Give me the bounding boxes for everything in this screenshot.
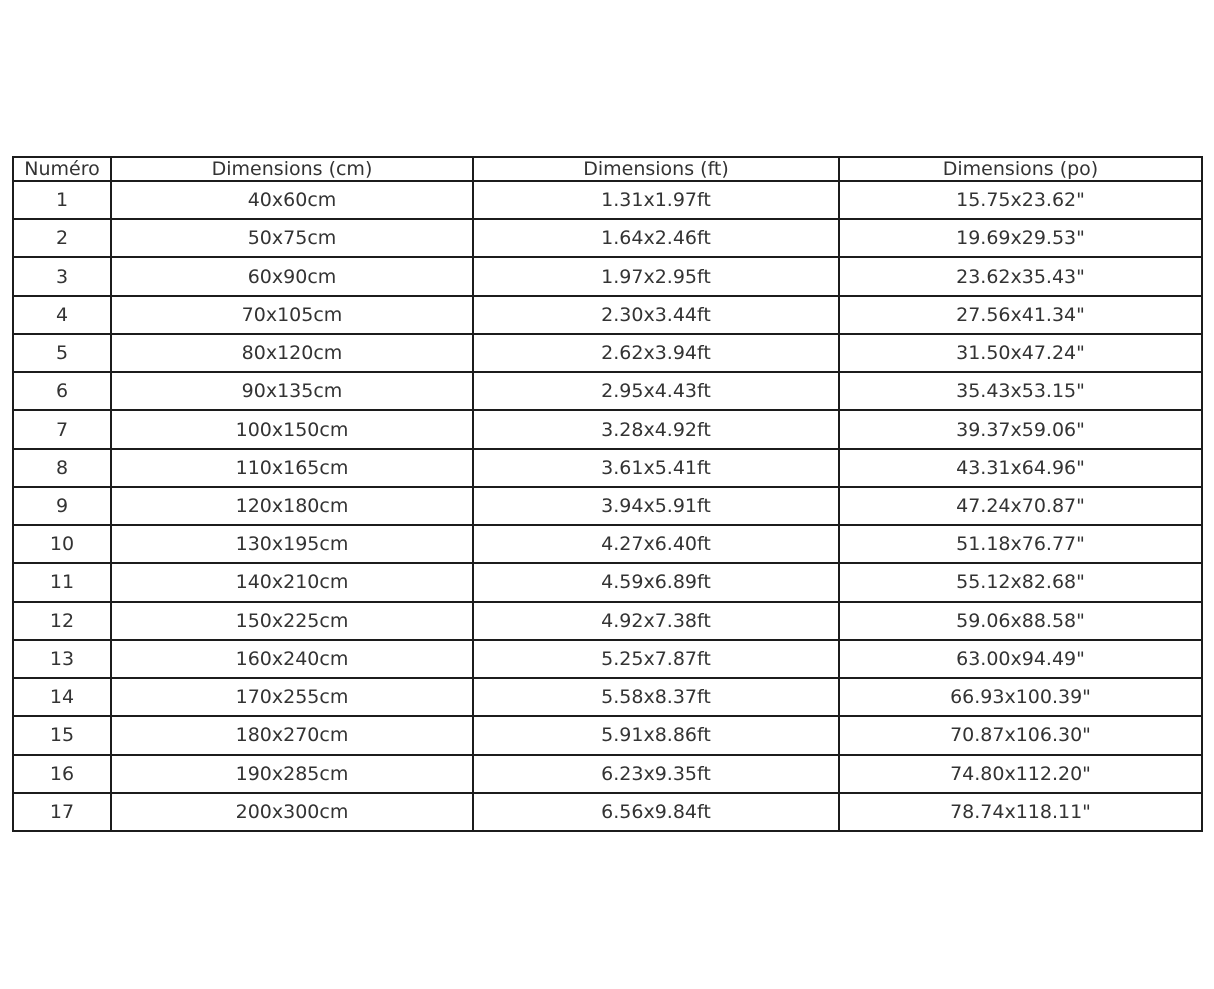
cell-dimensions-po: 70.87x106.30" bbox=[838, 715, 1203, 756]
cell-dimensions-cm: 110x165cm bbox=[110, 447, 474, 488]
table-row: 2 50x75cm 1.64x2.46ft 19.69x29.53" bbox=[12, 218, 1203, 259]
table-row: 10 130x195cm 4.27x6.40ft 51.18x76.77" bbox=[12, 524, 1203, 565]
cell-dimensions-po: 31.50x47.24" bbox=[838, 332, 1203, 374]
cell-numero: 3 bbox=[12, 256, 112, 297]
cell-dimensions-cm: 190x285cm bbox=[110, 753, 474, 794]
cell-numero: 4 bbox=[12, 294, 112, 335]
cell-dimensions-cm: 180x270cm bbox=[110, 715, 474, 756]
cell-dimensions-cm: 50x75cm bbox=[110, 218, 474, 259]
cell-numero: 2 bbox=[12, 218, 112, 259]
cell-dimensions-cm: 60x90cm bbox=[110, 256, 474, 297]
cell-dimensions-po: 66.93x100.39" bbox=[838, 677, 1203, 718]
table-row: 8 110x165cm 3.61x5.41ft 43.31x64.96" bbox=[12, 447, 1203, 488]
cell-dimensions-po: 39.37x59.06" bbox=[838, 409, 1203, 450]
cell-numero: 16 bbox=[12, 753, 112, 794]
cell-dimensions-cm: 80x120cm bbox=[110, 332, 474, 374]
cell-dimensions-ft: 3.61x5.41ft bbox=[472, 447, 840, 488]
cell-dimensions-po: 74.80x112.20" bbox=[838, 753, 1203, 794]
header-row: Numéro Dimensions (cm) Dimensions (ft) D… bbox=[12, 156, 1203, 182]
column-header-dimensions-cm: Dimensions (cm) bbox=[110, 156, 474, 182]
cell-dimensions-cm: 170x255cm bbox=[110, 677, 474, 718]
cell-dimensions-po: 78.74x118.11" bbox=[838, 791, 1203, 833]
table-row: 5 80x120cm 2.62x3.94ft 31.50x47.24" bbox=[12, 332, 1203, 374]
cell-dimensions-ft: 1.31x1.97ft bbox=[472, 179, 840, 221]
cell-numero: 1 bbox=[12, 179, 112, 221]
cell-numero: 17 bbox=[12, 791, 112, 833]
cell-numero: 9 bbox=[12, 485, 112, 527]
cell-dimensions-ft: 2.62x3.94ft bbox=[472, 332, 840, 374]
cell-dimensions-po: 51.18x76.77" bbox=[838, 524, 1203, 565]
cell-dimensions-cm: 40x60cm bbox=[110, 179, 474, 221]
column-header-numero: Numéro bbox=[12, 156, 112, 182]
cell-dimensions-cm: 160x240cm bbox=[110, 638, 474, 680]
cell-dimensions-ft: 4.92x7.38ft bbox=[472, 600, 840, 641]
cell-numero: 15 bbox=[12, 715, 112, 756]
cell-dimensions-cm: 100x150cm bbox=[110, 409, 474, 450]
cell-dimensions-ft: 6.23x9.35ft bbox=[472, 753, 840, 794]
cell-dimensions-ft: 1.64x2.46ft bbox=[472, 218, 840, 259]
cell-dimensions-cm: 140x210cm bbox=[110, 562, 474, 603]
cell-dimensions-ft: 3.94x5.91ft bbox=[472, 485, 840, 527]
cell-numero: 13 bbox=[12, 638, 112, 680]
column-header-dimensions-ft: Dimensions (ft) bbox=[472, 156, 840, 182]
table-row: 15 180x270cm 5.91x8.86ft 70.87x106.30" bbox=[12, 715, 1203, 756]
column-header-dimensions-po: Dimensions (po) bbox=[838, 156, 1203, 182]
cell-numero: 11 bbox=[12, 562, 112, 603]
cell-dimensions-po: 47.24x70.87" bbox=[838, 485, 1203, 527]
cell-dimensions-ft: 6.56x9.84ft bbox=[472, 791, 840, 833]
table-row: 11 140x210cm 4.59x6.89ft 55.12x82.68" bbox=[12, 562, 1203, 603]
cell-dimensions-ft: 4.27x6.40ft bbox=[472, 524, 840, 565]
cell-dimensions-ft: 2.30x3.44ft bbox=[472, 294, 840, 335]
table-row: 12 150x225cm 4.92x7.38ft 59.06x88.58" bbox=[12, 600, 1203, 641]
cell-numero: 5 bbox=[12, 332, 112, 374]
cell-numero: 14 bbox=[12, 677, 112, 718]
table-row: 13 160x240cm 5.25x7.87ft 63.00x94.49" bbox=[12, 638, 1203, 680]
table-row: 17 200x300cm 6.56x9.84ft 78.74x118.11" bbox=[12, 791, 1203, 833]
table-row: 1 40x60cm 1.31x1.97ft 15.75x23.62" bbox=[12, 179, 1203, 221]
cell-numero: 10 bbox=[12, 524, 112, 565]
cell-dimensions-po: 27.56x41.34" bbox=[838, 294, 1203, 335]
table-row: 4 70x105cm 2.30x3.44ft 27.56x41.34" bbox=[12, 294, 1203, 335]
cell-numero: 8 bbox=[12, 447, 112, 488]
cell-dimensions-po: 55.12x82.68" bbox=[838, 562, 1203, 603]
cell-dimensions-cm: 120x180cm bbox=[110, 485, 474, 527]
table-row: 9 120x180cm 3.94x5.91ft 47.24x70.87" bbox=[12, 485, 1203, 527]
cell-dimensions-ft: 2.95x4.43ft bbox=[472, 371, 840, 412]
cell-dimensions-ft: 5.58x8.37ft bbox=[472, 677, 840, 718]
cell-numero: 12 bbox=[12, 600, 112, 641]
cell-numero: 6 bbox=[12, 371, 112, 412]
dimensions-conversion-table: Numéro Dimensions (cm) Dimensions (ft) D… bbox=[12, 156, 1203, 833]
cell-dimensions-po: 59.06x88.58" bbox=[838, 600, 1203, 641]
cell-dimensions-po: 35.43x53.15" bbox=[838, 371, 1203, 412]
cell-dimensions-ft: 4.59x6.89ft bbox=[472, 562, 840, 603]
cell-dimensions-cm: 150x225cm bbox=[110, 600, 474, 641]
cell-dimensions-ft: 1.97x2.95ft bbox=[472, 256, 840, 297]
cell-dimensions-ft: 5.91x8.86ft bbox=[472, 715, 840, 756]
cell-dimensions-po: 43.31x64.96" bbox=[838, 447, 1203, 488]
cell-dimensions-po: 19.69x29.53" bbox=[838, 218, 1203, 259]
cell-dimensions-ft: 5.25x7.87ft bbox=[472, 638, 840, 680]
cell-dimensions-po: 23.62x35.43" bbox=[838, 256, 1203, 297]
cell-dimensions-cm: 70x105cm bbox=[110, 294, 474, 335]
table-row: 7 100x150cm 3.28x4.92ft 39.37x59.06" bbox=[12, 409, 1203, 450]
cell-dimensions-ft: 3.28x4.92ft bbox=[472, 409, 840, 450]
table-row: 14 170x255cm 5.58x8.37ft 66.93x100.39" bbox=[12, 677, 1203, 718]
cell-dimensions-cm: 200x300cm bbox=[110, 791, 474, 833]
table-row: 3 60x90cm 1.97x2.95ft 23.62x35.43" bbox=[12, 256, 1203, 297]
table-row: 16 190x285cm 6.23x9.35ft 74.80x112.20" bbox=[12, 753, 1203, 794]
cell-dimensions-cm: 130x195cm bbox=[110, 524, 474, 565]
cell-dimensions-po: 63.00x94.49" bbox=[838, 638, 1203, 680]
cell-numero: 7 bbox=[12, 409, 112, 450]
cell-dimensions-cm: 90x135cm bbox=[110, 371, 474, 412]
cell-dimensions-po: 15.75x23.62" bbox=[838, 179, 1203, 221]
table-row: 6 90x135cm 2.95x4.43ft 35.43x53.15" bbox=[12, 371, 1203, 412]
